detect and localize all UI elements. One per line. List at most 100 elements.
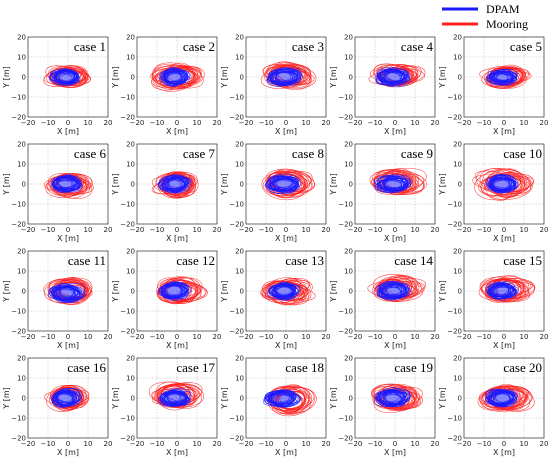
x-tick-label: −10 xyxy=(477,333,492,341)
y-tick-label: 20 xyxy=(453,355,462,363)
dpam-trajectory xyxy=(489,70,517,86)
x-tick-label: 10 xyxy=(411,226,420,234)
panel-case-6: case 6 −20 −10 0 10 20 20 10 0 −10 −20 X [m] Y [m] xyxy=(2,141,112,244)
x-axis-label: X [m] xyxy=(275,341,297,350)
x-tick-label: −20 xyxy=(21,119,36,127)
dpam-trajectory xyxy=(48,286,81,300)
dpam-trajectory xyxy=(161,284,189,301)
x-tick-label: 0 xyxy=(175,226,179,234)
x-tick-label: 10 xyxy=(302,440,311,448)
dpam-trajectory xyxy=(271,389,295,408)
y-tick-label: −20 xyxy=(338,221,353,229)
x-tick-label: 20 xyxy=(213,333,222,341)
y-axis-label: Y [m] xyxy=(220,66,229,88)
x-tick-label: 0 xyxy=(66,440,70,448)
x-axis-label: X [m] xyxy=(57,234,79,243)
y-tick-label: 0 xyxy=(349,288,353,296)
panel-case-19: case 19 −20 −10 0 10 20 20 10 0 −10 −20 X [m] Y [m] xyxy=(329,355,439,458)
panel-title: case 9 xyxy=(401,146,433,161)
x-tick-label: 0 xyxy=(502,333,506,341)
x-tick-label: 20 xyxy=(322,440,331,448)
x-tick-label: 10 xyxy=(302,226,311,234)
y-tick-label: −10 xyxy=(120,308,135,316)
x-tick-label: 10 xyxy=(520,119,529,127)
dpam-core xyxy=(493,393,511,403)
x-tick-label: 10 xyxy=(411,440,420,448)
dpam-trajectory xyxy=(486,281,516,299)
y-tick-label: 0 xyxy=(458,288,462,296)
y-tick-label: 0 xyxy=(458,181,462,189)
dpam-core xyxy=(57,72,75,82)
x-tick-label: −20 xyxy=(457,440,472,448)
mooring-trajectory xyxy=(159,66,202,89)
x-tick-label: −20 xyxy=(348,333,363,341)
dpam-core xyxy=(383,393,403,403)
x-tick-label: 0 xyxy=(284,226,288,234)
x-tick-label: 20 xyxy=(104,333,113,341)
x-tick-label: −10 xyxy=(259,333,274,341)
y-tick-label: 0 xyxy=(22,74,26,82)
y-axis-label: Y [m] xyxy=(438,280,447,302)
dpam-trajectory xyxy=(378,388,411,407)
panel-case-9: case 9 −20 −10 0 10 20 20 10 0 −10 −20 X [m] Y [m] xyxy=(329,141,439,244)
dpam-trajectory xyxy=(268,284,297,301)
y-tick-label: −20 xyxy=(11,221,26,229)
panel-title: case 3 xyxy=(292,39,324,54)
panel-title: case 20 xyxy=(503,360,542,375)
panel-title: case 11 xyxy=(68,253,106,268)
dpam-core xyxy=(493,179,511,189)
x-tick-label: −20 xyxy=(457,333,472,341)
plot-frame xyxy=(463,143,545,225)
y-tick-label: −10 xyxy=(120,415,135,423)
y-tick-label: 20 xyxy=(344,141,353,149)
x-axis-label: X [m] xyxy=(384,234,406,243)
x-tick-label: 20 xyxy=(540,440,549,448)
y-tick-label: 10 xyxy=(344,268,353,276)
dpam-core xyxy=(166,179,184,189)
dpam-trajectory xyxy=(55,387,81,406)
x-axis-label: X [m] xyxy=(493,341,515,350)
plot-frame xyxy=(136,143,218,225)
y-tick-label: 0 xyxy=(22,395,26,403)
y-tick-label: −10 xyxy=(338,415,353,423)
panel-case-18: case 18 −20 −10 0 10 20 20 10 0 −10 −20 X [m] Y [m] xyxy=(220,355,330,458)
y-tick-label: 10 xyxy=(126,375,135,383)
x-tick-label: −20 xyxy=(348,119,363,127)
x-tick-label: −10 xyxy=(477,119,492,127)
y-tick-label: −20 xyxy=(120,221,135,229)
dpam-core xyxy=(272,393,292,403)
y-tick-label: −10 xyxy=(229,94,244,102)
panel-case-15: case 15 −20 −10 0 10 20 20 10 0 −10 −20 X [m] Y [m] xyxy=(438,248,548,351)
x-tick-label: 20 xyxy=(540,333,549,341)
y-tick-label: 20 xyxy=(126,141,135,149)
y-tick-label: −20 xyxy=(338,328,353,336)
y-tick-label: 20 xyxy=(344,34,353,42)
panel-case-2: case 2 −20 −10 0 10 20 20 10 0 −10 −20 X [m] Y [m] xyxy=(111,34,221,137)
x-tick-label: −10 xyxy=(368,119,383,127)
x-tick-label: 10 xyxy=(193,333,202,341)
y-tick-label: −20 xyxy=(229,221,244,229)
y-tick-label: 10 xyxy=(344,54,353,62)
plot-frame xyxy=(136,357,218,439)
x-tick-label: −20 xyxy=(130,440,145,448)
dpam-trajectory xyxy=(162,174,189,192)
x-tick-label: 20 xyxy=(431,226,440,234)
plot-frame xyxy=(245,36,327,118)
y-tick-label: 10 xyxy=(17,54,26,62)
y-tick-label: 20 xyxy=(17,248,26,256)
x-tick-label: −20 xyxy=(239,333,254,341)
x-tick-label: −20 xyxy=(239,440,254,448)
panel-case-12: case 12 −20 −10 0 10 20 20 10 0 −10 −20 X [m] Y [m] xyxy=(111,248,221,351)
x-tick-label: 20 xyxy=(213,440,222,448)
y-tick-label: 10 xyxy=(126,161,135,169)
x-tick-label: −20 xyxy=(21,333,36,341)
x-tick-label: 10 xyxy=(193,119,202,127)
y-tick-label: −20 xyxy=(338,114,353,122)
mooring-trajectory xyxy=(474,170,524,201)
x-tick-label: 10 xyxy=(193,440,202,448)
dpam-trajectory xyxy=(379,284,409,301)
panel-title: case 6 xyxy=(74,146,107,161)
y-tick-label: −10 xyxy=(447,415,462,423)
y-tick-label: 20 xyxy=(17,34,26,42)
y-axis-label: Y [m] xyxy=(329,173,338,195)
